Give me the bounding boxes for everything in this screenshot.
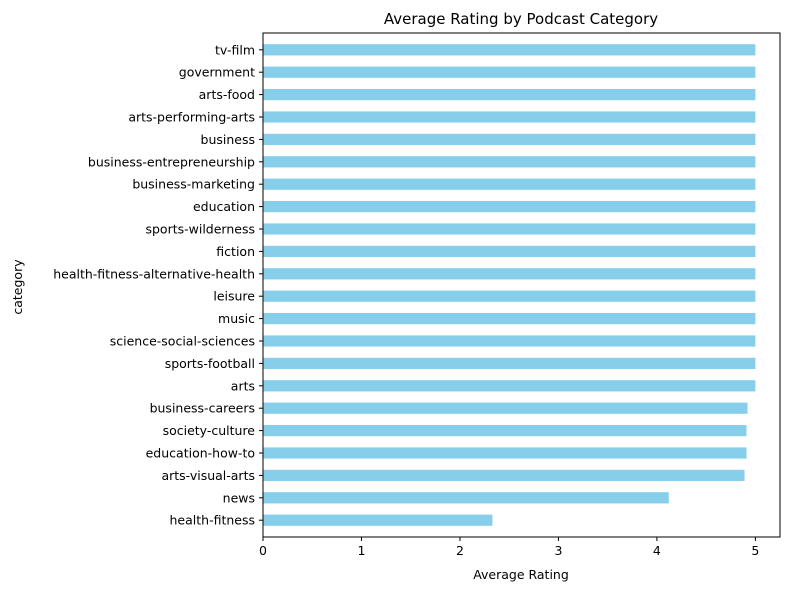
plot-frame bbox=[262, 32, 781, 538]
y-tick-label: music bbox=[218, 311, 255, 326]
bar-music bbox=[263, 313, 756, 325]
bar-sports-football bbox=[263, 357, 756, 369]
y-tick-label: arts bbox=[231, 378, 255, 393]
bar-fiction bbox=[263, 245, 756, 257]
y-tick-label: business-marketing bbox=[132, 177, 255, 192]
bar-business bbox=[263, 133, 756, 145]
bar-education-how-to bbox=[263, 447, 747, 459]
x-tick-label: 3 bbox=[554, 543, 562, 558]
chart-title: Average Rating by Podcast Category bbox=[384, 10, 658, 28]
y-tick-label: health-fitness-alternative-health bbox=[53, 266, 255, 281]
bar-business-marketing bbox=[263, 178, 756, 190]
bar-science-social-sciences bbox=[263, 335, 756, 347]
bar-society-culture bbox=[263, 425, 747, 437]
y-axis-ticks: tv-film government arts-food arts-performin… bbox=[53, 42, 263, 528]
x-axis-ticks: 0 1 2 3 4 5 bbox=[259, 537, 759, 558]
bar-government bbox=[263, 66, 756, 78]
x-tick-label: 0 bbox=[259, 543, 267, 558]
bar-news bbox=[263, 492, 669, 504]
y-tick-label: business-careers bbox=[150, 401, 255, 416]
bars-group bbox=[263, 44, 756, 526]
y-tick-label: leisure bbox=[213, 289, 255, 304]
y-axis-title: category bbox=[10, 259, 25, 315]
y-tick-label: fiction bbox=[216, 244, 255, 259]
y-tick-label: sports-football bbox=[165, 356, 255, 371]
y-tick-label: tv-film bbox=[215, 42, 255, 57]
bar-health-fitness-alternative-health bbox=[263, 268, 756, 280]
bar-sports-wilderness bbox=[263, 223, 756, 235]
y-tick-label: health-fitness bbox=[170, 513, 256, 528]
bar-health-fitness bbox=[263, 514, 493, 526]
x-tick-label: 1 bbox=[357, 543, 365, 558]
bar-business-careers bbox=[263, 402, 748, 414]
x-tick-label: 2 bbox=[456, 543, 464, 558]
bar-education bbox=[263, 201, 756, 213]
bar-tv-film bbox=[263, 44, 756, 56]
y-tick-label: society-culture bbox=[163, 423, 256, 438]
bar-arts-food bbox=[263, 89, 756, 101]
x-axis-title: Average Rating bbox=[473, 567, 569, 582]
y-tick-label: news bbox=[223, 490, 255, 505]
y-tick-label: sports-wilderness bbox=[145, 222, 255, 237]
y-tick-label: arts-visual-arts bbox=[161, 468, 255, 483]
y-tick-label: science-social-sciences bbox=[110, 334, 255, 349]
y-tick-label: business bbox=[201, 132, 255, 147]
bar-arts-performing-arts bbox=[263, 111, 756, 123]
y-tick-label: education-how-to bbox=[146, 446, 255, 461]
y-tick-label: business-entrepreneurship bbox=[88, 154, 255, 169]
bar-business-entrepreneurship bbox=[263, 156, 756, 168]
bar-arts bbox=[263, 380, 756, 392]
bar-leisure bbox=[263, 290, 756, 302]
y-tick-label: arts-food bbox=[199, 87, 255, 102]
x-tick-label: 4 bbox=[653, 543, 661, 558]
y-tick-label: arts-performing-arts bbox=[128, 110, 255, 125]
y-tick-label: education bbox=[193, 199, 255, 214]
y-tick-label: government bbox=[179, 65, 255, 80]
bar-arts-visual-arts bbox=[263, 469, 745, 481]
x-tick-label: 5 bbox=[751, 543, 759, 558]
